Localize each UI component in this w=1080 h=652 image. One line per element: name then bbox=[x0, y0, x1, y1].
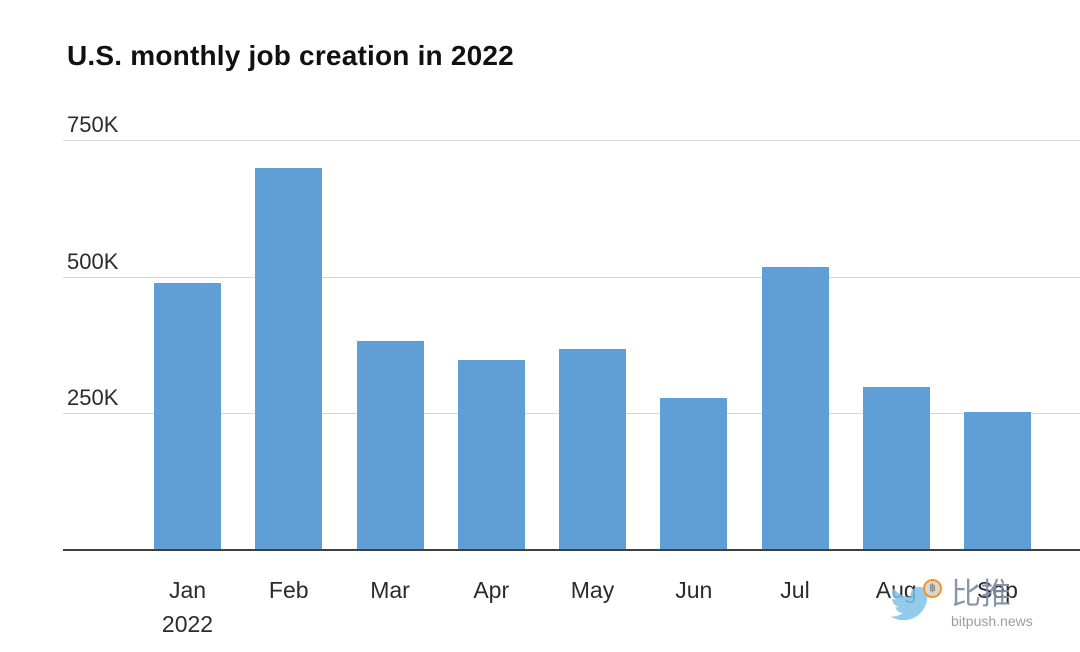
bar-may bbox=[559, 349, 626, 551]
gridline bbox=[63, 276, 1080, 278]
twitter-bird-icon: ฿ bbox=[886, 579, 942, 627]
brand-stack: 比推 bitpush.news bbox=[951, 578, 1033, 630]
x-axis-labels: Jan 2022 Feb Mar Apr May Jun Jul Aug Sep bbox=[63, 576, 1080, 638]
chart-title: U.S. monthly job creation in 2022 bbox=[67, 40, 514, 71]
brand-domain: bitpush.news bbox=[951, 613, 1033, 629]
x-tick-label-may: May bbox=[570, 577, 615, 603]
bar-jun bbox=[660, 398, 728, 551]
y-tick-label: 750K bbox=[67, 112, 119, 137]
bar-aug bbox=[862, 387, 930, 551]
x-tick-label-apr: Apr bbox=[473, 577, 510, 603]
bitcoin-coin-icon: ฿ bbox=[923, 579, 942, 598]
x-tick-label-jun: Jun bbox=[675, 577, 713, 603]
y-tick-label: 500K bbox=[67, 248, 119, 274]
bars-container bbox=[63, 141, 1080, 551]
x-tick-label-feb: Feb bbox=[268, 577, 309, 603]
x-tick-label-jan: Jan 2022 bbox=[154, 576, 221, 638]
x-tick-label-jul: Jul bbox=[780, 577, 810, 603]
x-tick-label-mar: Mar bbox=[370, 577, 410, 603]
bar-mar bbox=[356, 341, 424, 551]
bar-jul bbox=[761, 267, 829, 551]
gridline bbox=[63, 140, 1080, 141]
brand-name: 比推 bbox=[951, 578, 1011, 611]
y-tick-label: 250K bbox=[67, 385, 119, 411]
bar-sep bbox=[964, 412, 1031, 551]
bar-apr bbox=[457, 360, 525, 551]
bar-jan bbox=[154, 283, 221, 551]
x-axis-line bbox=[63, 549, 1080, 551]
x-tick-label-sep: Sep bbox=[977, 577, 1018, 603]
x-tick-sublabel-year: 2022 bbox=[161, 611, 214, 637]
bar-feb bbox=[255, 168, 323, 551]
bitpush-watermark: ฿ 比推 bitpush.news bbox=[886, 579, 1033, 629]
